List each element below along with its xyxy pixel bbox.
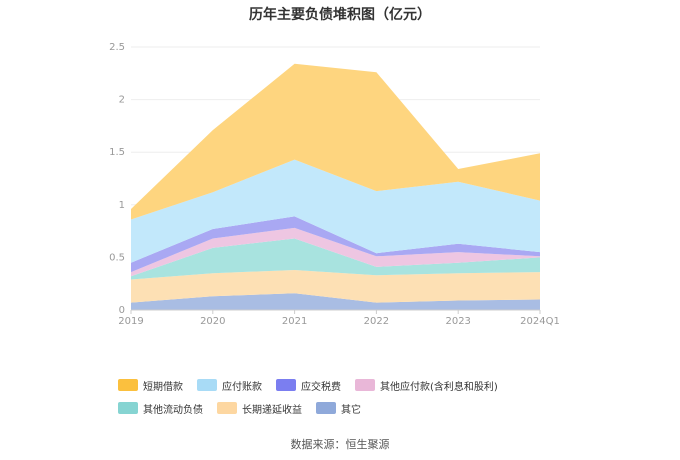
legend-label: 应交税费 (301, 381, 341, 393)
legend-item[interactable]: 应交税费 (276, 377, 341, 393)
y-tick-label: 2 (119, 95, 125, 106)
legend-swatch (118, 379, 138, 391)
legend-item[interactable]: 其它 (316, 400, 361, 416)
x-tick-label: 2023 (445, 316, 470, 327)
area-series-1 (131, 270, 540, 303)
legend-item[interactable]: 长期递延收益 (217, 400, 302, 416)
legend-label: 其他应付款(含利息和股利) (380, 381, 498, 393)
legend-swatch (316, 402, 336, 414)
chart-title: 历年主要负债堆积图（亿元） (249, 7, 431, 23)
x-tick-label: 2024Q1 (520, 316, 560, 327)
legend-swatch (217, 402, 237, 414)
area-series-4 (131, 216, 540, 273)
legend-swatch (118, 402, 138, 414)
legend: 短期借款 应付账款 应交税费 其他应付款(含利息和股利) 其他流动负债 长期递延收益 其它 (118, 376, 588, 422)
legend-label: 其他流动负债 (143, 404, 203, 416)
area-series-5 (131, 159, 540, 263)
legend-swatch (197, 379, 217, 391)
area-series-2 (131, 238, 540, 280)
area-series-3 (131, 227, 540, 277)
legend-label: 短期借款 (143, 381, 183, 393)
y-tick-label: 0.5 (109, 252, 125, 263)
y-tick-label: 0 (119, 305, 125, 316)
legend-label: 应付账款 (222, 381, 262, 393)
legend-label: 长期递延收益 (242, 404, 302, 416)
legend-item[interactable]: 其他应付款(含利息和股利) (355, 377, 498, 393)
legend-item[interactable]: 其他流动负债 (118, 400, 203, 416)
y-tick-label: 1.5 (109, 147, 125, 158)
y-tick-label: 2.5 (109, 42, 125, 53)
x-tick-label: 2020 (200, 316, 225, 327)
area-series-0 (131, 293, 540, 310)
legend-label: 其它 (341, 404, 361, 416)
area-series-6 (131, 63, 540, 220)
legend-swatch (355, 379, 375, 391)
axis-layer: 0 0.5 1 1.5 2 2.5 2019 2020 2021 2022 2023 2024Q1 (109, 42, 560, 327)
area-layer (131, 63, 540, 310)
y-tick-label: 1 (119, 200, 125, 211)
x-tick-label: 2019 (118, 316, 143, 327)
stacked-area-chart: 0 0.5 1 1.5 2 2.5 2019 2020 2021 2022 2023 2024Q1 (109, 42, 560, 327)
x-tick-label: 2021 (282, 316, 307, 327)
legend-swatch (276, 379, 296, 391)
data-source: 数据来源：恒生聚源 (290, 438, 390, 451)
legend-item[interactable]: 短期借款 (118, 377, 183, 393)
x-tick-label: 2022 (364, 316, 389, 327)
legend-item[interactable]: 应付账款 (197, 377, 262, 393)
